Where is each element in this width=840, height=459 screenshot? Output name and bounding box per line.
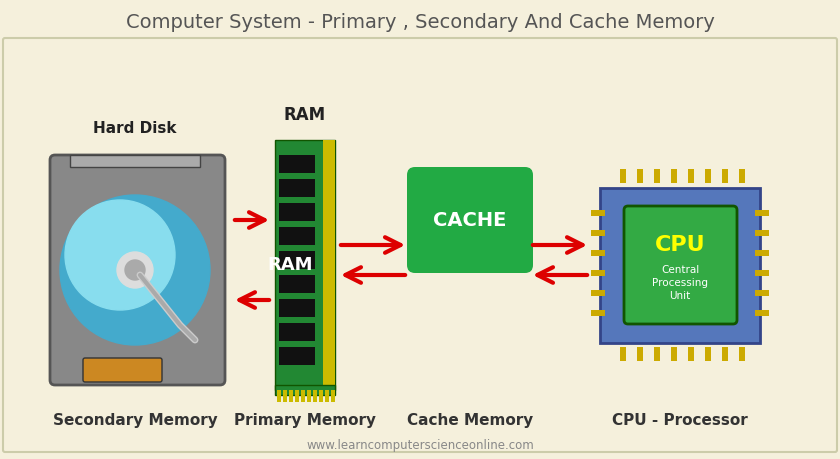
Bar [279, 227, 315, 245]
Bar [295, 390, 299, 402]
FancyBboxPatch shape [3, 38, 837, 452]
Bar [279, 203, 315, 221]
Text: Cache Memory: Cache Memory [407, 413, 533, 427]
Bar [705, 169, 711, 183]
Bar [289, 390, 293, 402]
Text: CPU: CPU [654, 235, 706, 255]
Bar [671, 347, 677, 361]
Bar [279, 179, 315, 197]
FancyBboxPatch shape [407, 167, 533, 273]
Circle shape [65, 200, 175, 310]
FancyBboxPatch shape [600, 188, 760, 343]
Bar [637, 347, 643, 361]
FancyBboxPatch shape [275, 385, 335, 395]
Text: www.learncomputerscienceonline.com: www.learncomputerscienceonline.com [306, 438, 534, 452]
FancyBboxPatch shape [83, 358, 162, 382]
Bar [705, 347, 711, 361]
Bar [722, 169, 728, 183]
Circle shape [125, 260, 145, 280]
Bar [755, 230, 769, 236]
Text: CACHE: CACHE [433, 211, 507, 230]
FancyBboxPatch shape [50, 155, 225, 385]
Bar [637, 169, 643, 183]
Bar [688, 169, 694, 183]
Bar [279, 155, 315, 173]
Bar [688, 347, 694, 361]
Circle shape [60, 195, 210, 345]
Bar [739, 347, 745, 361]
Bar [279, 323, 315, 341]
Bar [671, 169, 677, 183]
Bar [279, 251, 315, 269]
Text: Hard Disk: Hard Disk [93, 121, 176, 135]
Bar [591, 290, 605, 296]
Bar [283, 390, 287, 402]
Bar [307, 390, 311, 402]
Text: Computer System - Primary , Secondary And Cache Memory: Computer System - Primary , Secondary An… [125, 12, 715, 32]
Bar [301, 390, 305, 402]
Bar [279, 347, 315, 365]
Bar [654, 169, 660, 183]
Bar [325, 390, 329, 402]
FancyBboxPatch shape [624, 206, 737, 324]
Text: CPU - Processor: CPU - Processor [612, 413, 748, 427]
Text: RAM: RAM [267, 256, 312, 274]
Bar [591, 210, 605, 216]
Bar [755, 310, 769, 316]
Bar [591, 310, 605, 316]
Bar [331, 390, 335, 402]
Bar [319, 390, 323, 402]
Text: RAM: RAM [284, 106, 326, 124]
Bar [739, 169, 745, 183]
Circle shape [117, 252, 153, 288]
Bar [755, 210, 769, 216]
Bar [620, 347, 626, 361]
Text: Central
Processing
Unit: Central Processing Unit [652, 265, 708, 301]
Bar [277, 390, 281, 402]
Bar [755, 250, 769, 256]
Bar [755, 270, 769, 276]
Bar [275, 140, 335, 390]
FancyBboxPatch shape [70, 155, 200, 167]
Bar [722, 347, 728, 361]
Bar [313, 390, 317, 402]
Bar [323, 140, 335, 390]
Bar [620, 169, 626, 183]
Bar [755, 290, 769, 296]
Bar [591, 250, 605, 256]
Bar [654, 347, 660, 361]
Bar [591, 270, 605, 276]
Text: Secondary Memory: Secondary Memory [53, 413, 218, 427]
Bar [279, 275, 315, 293]
Text: Primary Memory: Primary Memory [234, 413, 376, 427]
Bar [279, 299, 315, 317]
Bar [591, 230, 605, 236]
